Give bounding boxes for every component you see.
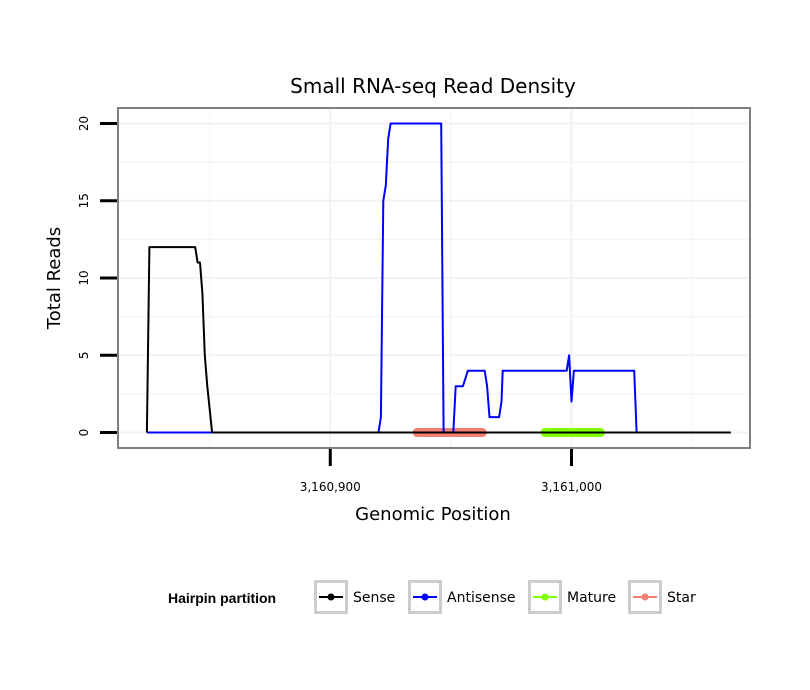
y-tick-label: 0 [77,429,91,437]
y-tick-label: 10 [77,270,91,285]
legend: Hairpin partition Sense Antisense Mature St… [168,580,696,614]
x-tick-label: 3,160,900 [300,480,361,494]
legend-item-mature: Mature [528,580,616,614]
legend-key-point [327,593,335,601]
series-antisense-line [146,122,731,434]
legend-key-mature [528,580,562,614]
legend-label-star: Star [667,590,696,606]
legend-item-sense: Sense [314,580,395,614]
legend-label-antisense: Antisense [447,590,516,606]
x-tick-label: 3,161,000 [541,480,602,494]
legend-label-sense: Sense [353,590,395,606]
legend-label-mature: Mature [567,590,616,606]
legend-key-point [541,593,549,601]
x-axis-label: Genomic Position [355,504,511,525]
series-sense-line [145,246,731,434]
y-tick-label: 5 [77,351,91,359]
y-tick-label: 20 [77,116,91,131]
chart-title: Small RNA-seq Read Density [290,74,576,98]
legend-item-antisense: Antisense [408,580,516,614]
legend-title: Hairpin partition [168,590,276,606]
series-layer [145,122,731,438]
y-axis-label: Total Reads [44,227,65,330]
y-tick-label: 15 [77,193,91,208]
legend-key-point [641,593,649,601]
legend-key-point [421,593,429,601]
y-axis: 0 5 10 15 20 [77,116,117,437]
x-axis: 3,160,900 3,161,000 [300,449,602,494]
legend-item-star: Star [628,580,696,614]
